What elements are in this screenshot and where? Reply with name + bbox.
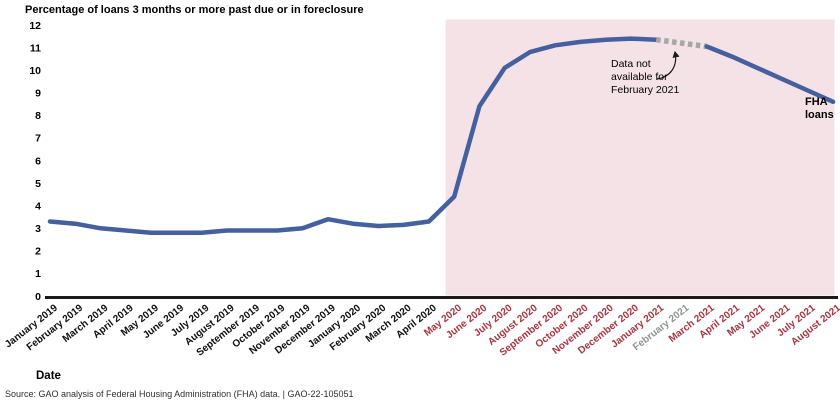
data-line-dashed-missing [655,36,708,50]
x-axis-title: Date [36,370,61,382]
y-axis-label: 8 [35,110,41,122]
y-axis-label: 12 [29,20,41,32]
y-axis-label: 10 [29,65,41,77]
y-axis-label: 4 [35,200,41,212]
y-axis-label: 1 [35,268,41,280]
y-axis-label: 0 [35,291,41,303]
series-label-fha-loans: FHA loans [805,96,834,121]
y-axis-label: 3 [35,223,41,235]
source-note: Source: GAO analysis of Federal Housing … [5,389,354,399]
data-line-solid-pre [47,36,659,236]
y-axis-label: 6 [35,155,41,167]
y-axis-label: 9 [35,88,41,100]
missing-data-annotation: Data not available for February 2021 [611,58,680,96]
data-line-solid-post [704,44,836,105]
chart-title: Percentage of loans 3 months or more pas… [25,4,364,16]
annotation-arrow [656,50,680,80]
y-axis-label: 7 [35,133,41,145]
y-axis-label: 11 [30,42,41,54]
y-axis-label: 5 [35,178,41,190]
y-axis-label: 2 [35,246,41,258]
